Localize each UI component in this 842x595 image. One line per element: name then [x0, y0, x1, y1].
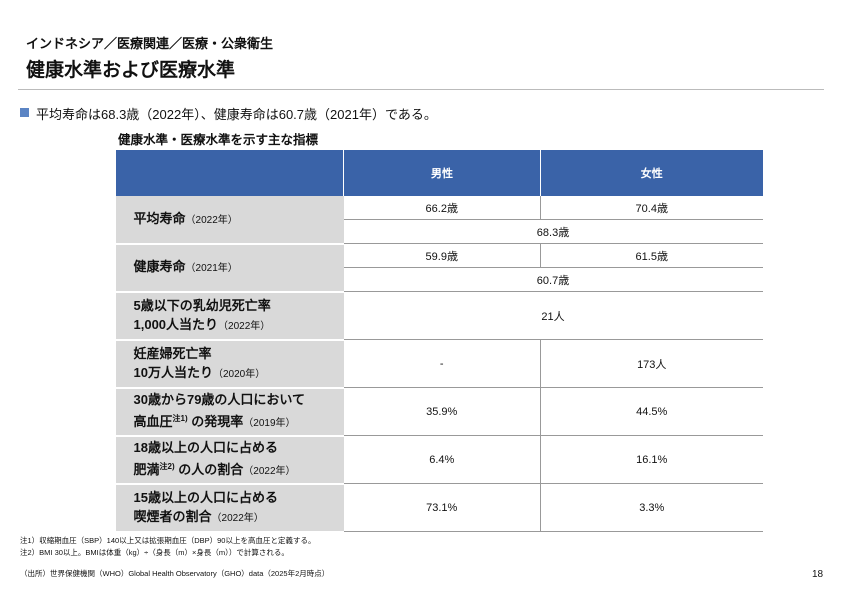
row: 平均寿命（2022年） 66.2歳 70.4歳 — [115, 196, 763, 245]
label-small: （2020年） — [212, 368, 266, 380]
label-sup: 注2) — [159, 462, 175, 471]
label-small: （2019年） — [243, 418, 296, 429]
label-line: 平均寿命（2022年） — [134, 209, 344, 230]
row: 15歳以上の人口に占める 喫煙者の割合（2022年） 73.1% 3.3% — [115, 483, 763, 533]
label-line: 15歳以上の人口に占める — [134, 488, 344, 507]
label-bold: 1,000人当たり — [133, 316, 219, 332]
row-label: 18歳以上の人口に占める 肥満注2) の人の割合（2022年） — [115, 435, 344, 485]
label-line: 1,000人当たり（2022年） — [134, 315, 344, 336]
male-value: 66.2歳 — [343, 196, 541, 220]
label-line: 高血圧注1) の発現率（2019年） — [134, 409, 344, 433]
both-value: 68.3歳 — [343, 219, 763, 244]
both-value: 60.7歳 — [343, 267, 763, 292]
header-row: 男性 女性 — [115, 150, 763, 196]
label-small: （2022年） — [243, 466, 296, 477]
row-label: 妊産婦死亡率 10万人当たり（2020年） — [115, 339, 344, 389]
female-value: 70.4歳 — [540, 196, 763, 220]
summary: 平均寿命は68.3歳（2022年）、健康寿命は60.7歳（2021年）である。 — [36, 107, 437, 122]
label-line: 18歳以上の人口に占める — [134, 438, 344, 457]
label-bold: 18歳以上の人口に占める — [133, 440, 278, 455]
label-small: （2021年） — [185, 263, 238, 274]
row-label: 30歳から79歳の人口において 高血圧注1) の発現率（2019年） — [115, 387, 344, 437]
label-small: （2022年） — [218, 320, 271, 332]
page-title: 健康水準および医療水準 — [26, 60, 236, 81]
row-label: 5歳以下の乳幼児死亡率 1,000人当たり（2022年） — [115, 291, 344, 341]
indicator-table: 男性 女性 平均寿命（2022年） 66.2歳 70.4歳 68.3歳 健康寿命（2021… — [115, 150, 763, 533]
bullet — [20, 108, 29, 117]
male-value: - — [343, 339, 541, 388]
footnote: 注1）収縮期血圧（SBP）140以上又は拡張期血圧（DBP）90以上を高血圧と定… — [20, 536, 316, 545]
table-caption: 健康水準・医療水準を示す主な指標 — [118, 133, 319, 147]
female-value: 44.5% — [540, 387, 763, 436]
row: 健康寿命（2021年） 59.9歳 61.5歳 — [115, 243, 763, 293]
divider — [18, 89, 824, 90]
row-label: 平均寿命（2022年） — [115, 196, 344, 245]
label-line: 5歳以下の乳幼児死亡率 — [134, 296, 344, 315]
header-blank — [115, 150, 344, 196]
label-bold: 平均寿命 — [133, 210, 186, 226]
label-small: （2022年） — [185, 214, 238, 226]
label-bold: 高血圧 — [133, 414, 173, 429]
label-bold: の人の割合 — [174, 462, 244, 477]
label-line: 30歳から79歳の人口において — [134, 390, 344, 409]
female-value: 3.3% — [540, 483, 763, 532]
source: （出所）世界保健機関（WHO）Global Health Observatory… — [20, 569, 330, 578]
male-value: 6.4% — [343, 435, 541, 484]
label-small: （2022年） — [211, 512, 264, 524]
label-line: 妊産婦死亡率 — [134, 344, 344, 363]
row: 30歳から79歳の人口において 高血圧注1) の発現率（2019年） 35.9% 44… — [115, 387, 763, 437]
male-value: 35.9% — [343, 387, 541, 436]
label-line: 10万人当たり（2020年） — [134, 363, 344, 384]
row: 18歳以上の人口に占める 肥満注2) の人の割合（2022年） 6.4% 16.1% — [115, 435, 763, 485]
column-header: 女性 — [540, 150, 763, 196]
row: 妊産婦死亡率 10万人当たり（2020年） -173人 — [115, 339, 763, 389]
female-value: 61.5歳 — [540, 243, 763, 268]
row-label: 15歳以上の人口に占める 喫煙者の割合（2022年） — [115, 483, 344, 533]
row-label: 健康寿命（2021年） — [115, 243, 344, 293]
label-bold: の発現率 — [187, 414, 244, 429]
male-value: 59.9歳 — [343, 243, 541, 268]
male-value: 73.1% — [343, 483, 541, 532]
row: 5歳以下の乳幼児死亡率 1,000人当たり（2022年） 21人 — [115, 291, 763, 341]
row: 68.3歳 — [116, 219, 763, 244]
label-line: 肥満注2) の人の割合（2022年） — [134, 457, 344, 481]
label-bold: 健康寿命 — [133, 259, 186, 274]
row: 60.7歳 — [116, 267, 763, 292]
label-bold: 妊産婦死亡率 — [133, 345, 212, 361]
footnote: 注2）BMI 30以上。BMIは体重（kg）÷（身長（m）×身長（m））で計算さ… — [20, 548, 289, 557]
column-header: 男性 — [343, 150, 541, 196]
label-bold: 10万人当たり — [133, 364, 213, 380]
breadcrumb: インドネシア／医療関連／医療・公衆衛生 — [26, 36, 274, 51]
label-bold: 肥満 — [133, 462, 160, 477]
label-bold: 喫煙者の割合 — [133, 508, 212, 524]
female-value: 173人 — [540, 339, 763, 388]
label-sup: 注1) — [172, 414, 188, 423]
label-bold: 15歳以上の人口に占める — [133, 489, 278, 505]
female-value: 16.1% — [540, 435, 763, 484]
both-value: 21人 — [343, 291, 763, 340]
label-line: 喫煙者の割合（2022年） — [134, 507, 344, 528]
label-bold: 5歳以下の乳幼児死亡率 — [133, 297, 271, 313]
label-line: 健康寿命（2021年） — [134, 257, 344, 278]
page-number: 18 — [812, 569, 824, 580]
label-bold: 30歳から79歳の人口において — [133, 392, 306, 407]
